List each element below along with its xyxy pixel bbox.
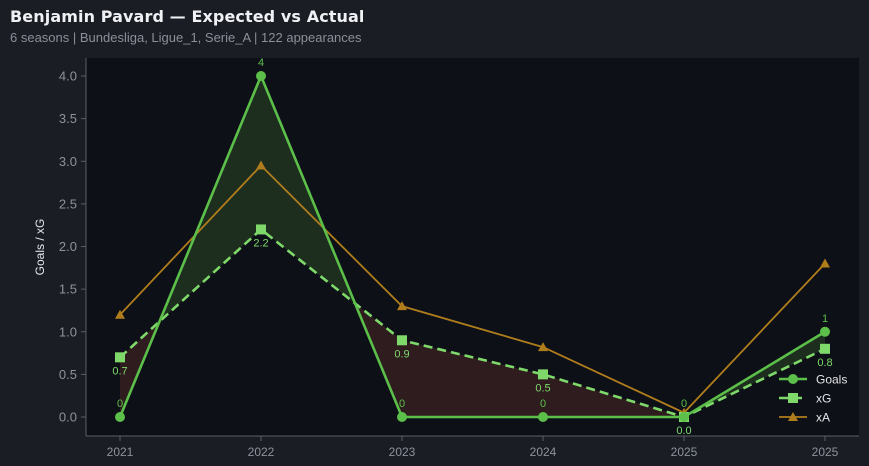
xg-square-marker bbox=[820, 343, 830, 354]
x-tick-label: 2022 bbox=[248, 445, 275, 459]
xg-line bbox=[119, 227, 826, 419]
xg-square-marker bbox=[115, 352, 125, 363]
goals-circle-marker bbox=[820, 326, 830, 337]
x-tick-label: 2023 bbox=[389, 445, 416, 459]
y-tick-label: 0.5 bbox=[59, 367, 77, 382]
x-tick-label: 2021 bbox=[107, 445, 134, 459]
goals-circle-marker bbox=[256, 71, 266, 81]
chart-title: Benjamin Pavard — Expected vs Actual bbox=[10, 7, 365, 26]
goals-data-label: 4 bbox=[258, 57, 264, 69]
goals-line bbox=[118, 72, 826, 419]
y-tick-label: 1.0 bbox=[59, 324, 77, 339]
series-goals: 0 4 0 0 0 1 bbox=[115, 57, 830, 422]
goals-data-label: 0 bbox=[117, 398, 123, 410]
legend-xa-triangle-icon bbox=[788, 412, 798, 421]
xa-triangle-marker bbox=[115, 309, 125, 319]
y-tick-label: 1.5 bbox=[59, 282, 77, 297]
xg-square-marker bbox=[256, 224, 266, 235]
xg-data-label: 0.8 bbox=[817, 357, 832, 369]
xa-triangle-marker bbox=[256, 160, 266, 170]
xa-line bbox=[119, 164, 826, 414]
xg-data-label: 0.0 bbox=[676, 425, 691, 437]
goals-circle-marker bbox=[397, 412, 407, 422]
goals-circle-marker bbox=[115, 412, 125, 422]
goals-circle-marker bbox=[679, 412, 689, 422]
y-tick-label: 3.0 bbox=[59, 154, 77, 169]
y-tick-label: 0.0 bbox=[59, 410, 77, 425]
xg-square-marker bbox=[397, 335, 407, 346]
legend: Goals xG xA bbox=[779, 373, 847, 425]
legend-goals-label: Goals bbox=[816, 373, 847, 387]
xg-square-marker bbox=[538, 369, 548, 380]
goals-circle-marker bbox=[538, 412, 548, 422]
y-axis-label: Goals / xG bbox=[33, 219, 47, 276]
y-tick-label: 4.0 bbox=[59, 69, 77, 84]
xa-triangle-marker bbox=[538, 342, 548, 352]
chart-subtitle: 6 seasons | Bundesliga, Ligue_1, Serie_A… bbox=[10, 30, 362, 45]
xa-triangle-marker bbox=[820, 258, 830, 268]
goals-data-label: 0 bbox=[399, 398, 405, 410]
legend-xg-square-icon bbox=[788, 393, 798, 403]
xg-data-label: 0.7 bbox=[112, 365, 127, 377]
legend-xa-label: xA bbox=[816, 411, 830, 425]
xg-data-label: 0.5 bbox=[535, 382, 550, 394]
goals-data-label: 0 bbox=[681, 398, 687, 410]
x-tick-label: 2025 bbox=[812, 445, 839, 459]
legend-xg-label: xG bbox=[816, 392, 831, 406]
y-tick-label: 3.5 bbox=[59, 111, 77, 126]
x-tick-label: 2025 bbox=[671, 445, 698, 459]
goals-data-label: 1 bbox=[822, 313, 828, 325]
xg-data-label: 2.2 bbox=[253, 237, 268, 249]
y-tick-label: 2.0 bbox=[59, 239, 77, 254]
series-xa bbox=[115, 160, 830, 417]
xg-data-label: 0.9 bbox=[394, 348, 409, 360]
goals-data-label: 0 bbox=[540, 398, 546, 410]
y-tick-label: 2.5 bbox=[59, 196, 77, 211]
x-tick-label: 2024 bbox=[530, 445, 557, 459]
underperformance-fill bbox=[402, 340, 543, 417]
xa-triangle-marker bbox=[397, 301, 407, 311]
legend-goals-circle-icon bbox=[788, 374, 798, 384]
